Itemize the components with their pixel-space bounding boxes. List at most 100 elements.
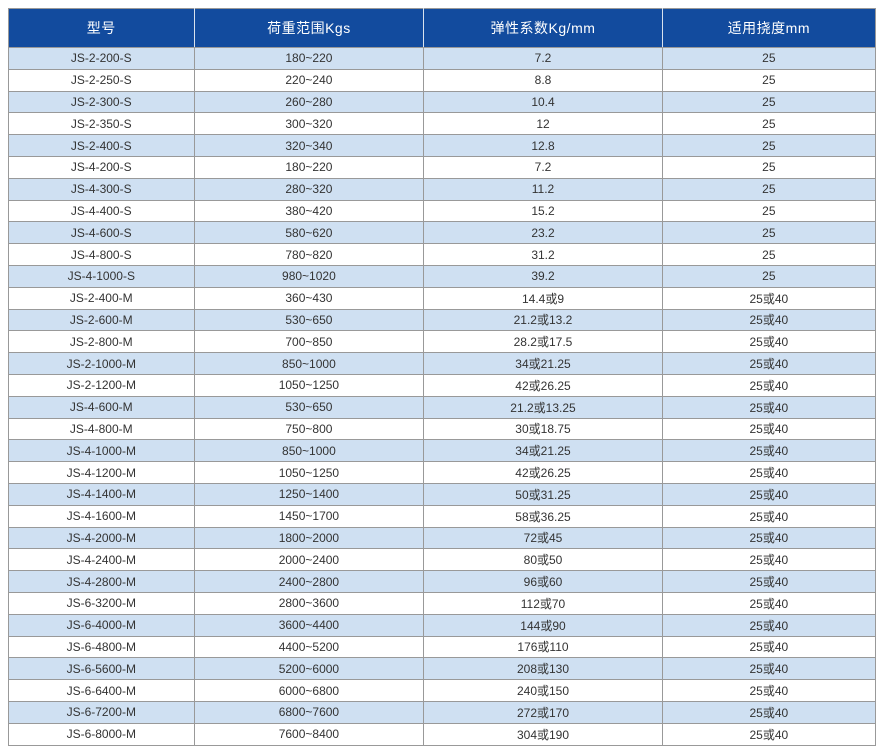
table-row: JS-6-8000-M 7600~8400 304或190 25或40 (8, 722, 877, 746)
table-cell: 1050~1250 (193, 461, 425, 484)
table-cell: 25 (661, 112, 877, 136)
table-cell: 25或40 (661, 286, 877, 310)
table-cell: 25 (661, 155, 877, 179)
table-cell: 25或40 (661, 591, 877, 615)
table-cell: 21.2或13.2 (423, 308, 663, 332)
table-cell: 25或40 (661, 722, 877, 746)
table-cell: 25或40 (661, 526, 877, 550)
column-header-spring-rate: 弹性系数Kg/mm (423, 8, 663, 48)
table-cell: JS-2-600-M (8, 308, 195, 332)
table-cell: 25或40 (661, 613, 877, 637)
table-cell: 25或40 (661, 308, 877, 332)
table-cell: JS-6-4800-M (8, 635, 195, 659)
table-cell: 240或150 (423, 679, 663, 702)
table-cell: JS-2-200-S (8, 47, 195, 70)
table-cell: 1800~2000 (193, 526, 425, 550)
table-cell: 25或40 (661, 417, 877, 441)
column-header-deflection: 适用挠度mm (662, 8, 877, 48)
table-cell: 25或40 (661, 439, 877, 463)
table-cell: 260~280 (193, 90, 425, 114)
table-cell: 2800~3600 (193, 591, 425, 615)
table-cell: 25或40 (661, 657, 877, 681)
table-cell: 50或31.25 (423, 482, 663, 506)
table-row: JS-2-350-S 300~320 12 25 (8, 112, 877, 136)
table-cell: JS-4-800-M (8, 417, 195, 441)
table-row: JS-4-2000-M 1800~2000 72或45 25或40 (8, 526, 877, 550)
table-row: JS-2-1000-M 850~1000 34或21.25 25或40 (8, 352, 877, 375)
table-cell: 10.4 (423, 90, 663, 114)
table-cell: JS-6-5600-M (8, 657, 195, 681)
table-cell: 30或18.75 (423, 417, 663, 441)
table-row: JS-4-1400-M 1250~1400 50或31.25 25或40 (8, 482, 877, 506)
table-cell: JS-6-6400-M (8, 679, 195, 702)
table-cell: 320~340 (193, 134, 425, 157)
table-cell: 220~240 (193, 68, 425, 92)
table-row: JS-6-4000-M 3600~4400 144或90 25或40 (8, 613, 877, 637)
table-row: JS-4-1600-M 1450~1700 58或36.25 25或40 (8, 504, 877, 528)
table-cell: 208或130 (423, 657, 663, 681)
table-cell: JS-4-2000-M (8, 526, 195, 550)
table-cell: 25 (661, 47, 877, 70)
table-cell: 280~320 (193, 177, 425, 201)
table-cell: 360~430 (193, 286, 425, 310)
table-cell: 750~800 (193, 417, 425, 441)
table-cell: 25或40 (661, 548, 877, 572)
table-cell: 4400~5200 (193, 635, 425, 659)
table-cell: 25 (661, 243, 877, 266)
table-cell: 15.2 (423, 199, 663, 223)
table-row: JS-4-2400-M 2000~2400 80或50 25或40 (8, 548, 877, 572)
table-cell: JS-4-1200-M (8, 461, 195, 484)
table-cell: 530~650 (193, 395, 425, 419)
table-cell: 1250~1400 (193, 482, 425, 506)
table-row: JS-6-6400-M 6000~6800 240或150 25或40 (8, 679, 877, 702)
table-cell: JS-2-1200-M (8, 373, 195, 397)
table-cell: 1050~1250 (193, 373, 425, 397)
table-cell: JS-4-1400-M (8, 482, 195, 506)
table-cell: JS-6-8000-M (8, 722, 195, 746)
table-cell: 25或40 (661, 482, 877, 506)
table-cell: 144或90 (423, 613, 663, 637)
table-cell: 304或190 (423, 722, 663, 746)
table-cell: 96或60 (423, 570, 663, 593)
table-cell: 2000~2400 (193, 548, 425, 572)
table-cell: JS-2-300-S (8, 90, 195, 114)
table-cell: 25或40 (661, 504, 877, 528)
table-row: JS-2-1200-M 1050~1250 42或26.25 25或40 (8, 373, 877, 397)
table-cell: JS-4-400-S (8, 199, 195, 223)
table-row: JS-2-300-S 260~280 10.4 25 (8, 90, 877, 114)
table-row: JS-2-200-S 180~220 7.2 25 (8, 47, 877, 70)
table-row: JS-2-250-S 220~240 8.8 25 (8, 68, 877, 92)
table-cell: JS-4-1600-M (8, 504, 195, 528)
table-cell: 42或26.25 (423, 373, 663, 397)
table-row: JS-4-1000-M 850~1000 34或21.25 25或40 (8, 439, 877, 463)
table-cell: JS-4-200-S (8, 155, 195, 179)
table-row: JS-2-800-M 700~850 28.2或17.5 25或40 (8, 330, 877, 354)
table-cell: 5200~6000 (193, 657, 425, 681)
table-row: JS-4-200-S 180~220 7.2 25 (8, 155, 877, 179)
table-cell: JS-2-400-M (8, 286, 195, 310)
table-cell: 8.8 (423, 68, 663, 92)
table-row: JS-4-2800-M 2400~2800 96或60 25或40 (8, 570, 877, 593)
table-cell: 12 (423, 112, 663, 136)
table-cell: 25或40 (661, 352, 877, 375)
table-cell: 25或40 (661, 461, 877, 484)
table-cell: 2400~2800 (193, 570, 425, 593)
table-cell: 700~850 (193, 330, 425, 354)
table-cell: 176或110 (423, 635, 663, 659)
header-row: 型号 荷重范围Kgs 弹性系数Kg/mm 适用挠度mm (8, 8, 877, 48)
table-cell: 180~220 (193, 155, 425, 179)
table-cell: JS-6-3200-M (8, 591, 195, 615)
table-cell: 25 (661, 264, 877, 288)
table-cell: 6800~7600 (193, 700, 425, 724)
table-cell: JS-4-300-S (8, 177, 195, 201)
table-cell: 25 (661, 68, 877, 92)
table-cell: 7600~8400 (193, 722, 425, 746)
table-cell: 25或40 (661, 373, 877, 397)
table-cell: 25或40 (661, 395, 877, 419)
table-row: JS-4-1200-M 1050~1250 42或26.25 25或40 (8, 461, 877, 484)
table-cell: 25或40 (661, 330, 877, 354)
table-cell: 112或70 (423, 591, 663, 615)
table-cell: 3600~4400 (193, 613, 425, 637)
column-header-load-range: 荷重范围Kgs (194, 8, 425, 48)
table-cell: 11.2 (423, 177, 663, 201)
